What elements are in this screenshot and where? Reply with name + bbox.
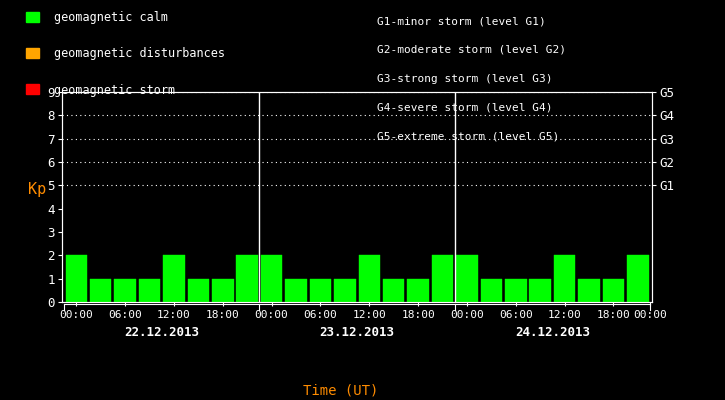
Text: 22.12.2013: 22.12.2013 <box>124 326 199 338</box>
Bar <box>407 279 429 302</box>
Bar <box>627 255 649 302</box>
Bar <box>359 255 380 302</box>
Text: 23.12.2013: 23.12.2013 <box>320 326 394 338</box>
Bar <box>383 279 405 302</box>
Bar <box>90 279 112 302</box>
Text: G5-extreme storm (level G5): G5-extreme storm (level G5) <box>377 131 559 141</box>
Text: geomagnetic calm: geomagnetic calm <box>54 12 168 24</box>
Bar <box>334 279 355 302</box>
Bar <box>138 279 160 302</box>
Text: G2-moderate storm (level G2): G2-moderate storm (level G2) <box>377 45 566 55</box>
Text: Time (UT): Time (UT) <box>303 383 378 397</box>
Bar <box>310 279 331 302</box>
Bar <box>456 255 478 302</box>
Bar <box>554 255 576 302</box>
Bar <box>529 279 551 302</box>
Text: G1-minor storm (level G1): G1-minor storm (level G1) <box>377 16 546 26</box>
Bar <box>602 279 624 302</box>
Bar <box>236 255 258 302</box>
Text: 24.12.2013: 24.12.2013 <box>515 326 590 338</box>
Bar <box>115 279 136 302</box>
Bar <box>261 255 282 302</box>
Bar <box>579 279 600 302</box>
Bar <box>432 255 453 302</box>
Bar <box>65 255 87 302</box>
Bar <box>212 279 233 302</box>
Bar <box>188 279 209 302</box>
Text: geomagnetic storm: geomagnetic storm <box>54 84 175 96</box>
Bar <box>505 279 526 302</box>
Text: geomagnetic disturbances: geomagnetic disturbances <box>54 48 225 60</box>
Text: G4-severe storm (level G4): G4-severe storm (level G4) <box>377 102 552 112</box>
Text: G3-strong storm (level G3): G3-strong storm (level G3) <box>377 74 552 84</box>
Y-axis label: Kp: Kp <box>28 182 46 197</box>
Bar <box>481 279 502 302</box>
Bar <box>163 255 185 302</box>
Bar <box>285 279 307 302</box>
